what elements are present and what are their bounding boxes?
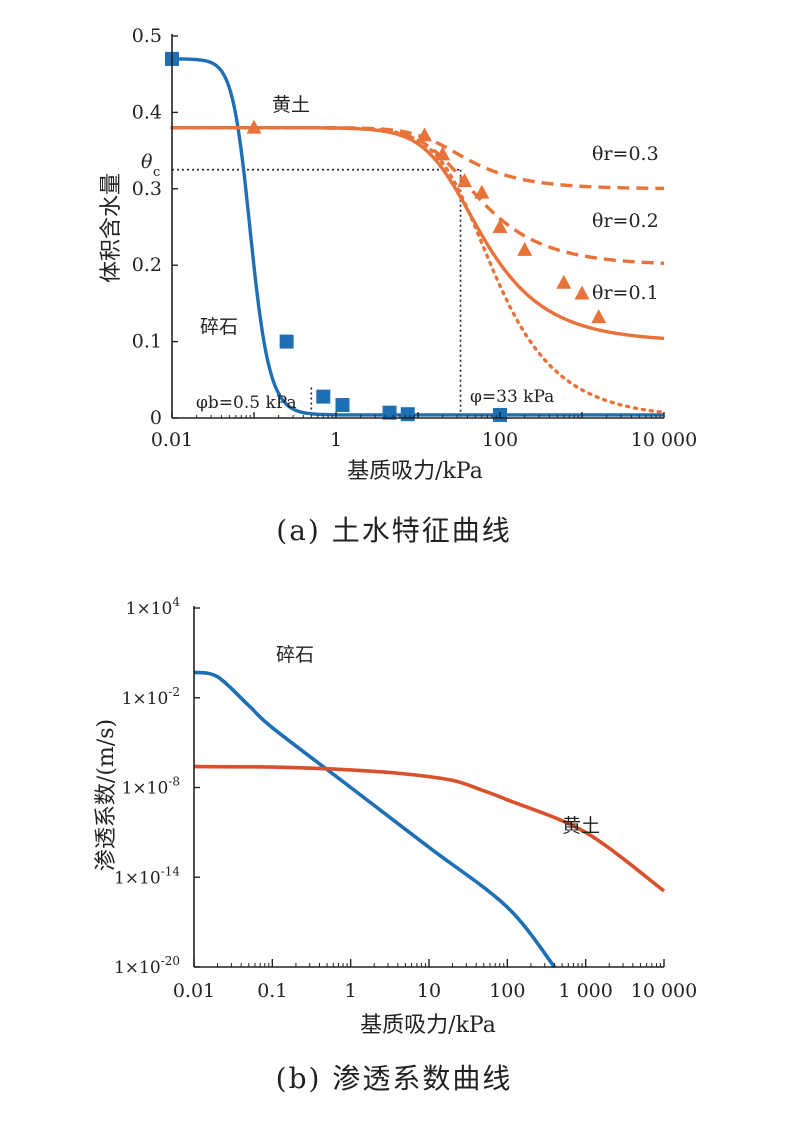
chart-a-gravel-point xyxy=(400,407,415,422)
chart-a-loess-point xyxy=(246,119,262,134)
chart-a-y-tick-label: 0.3 xyxy=(132,178,162,200)
chart-a-y-tick-label: 0.1 xyxy=(132,331,162,353)
chart-a-label-theta-r-02: θr=0.2 xyxy=(592,210,659,232)
chart-a-series-line xyxy=(172,57,664,417)
chart-a-loess-point xyxy=(492,219,508,233)
chart-a-loess-point xyxy=(591,309,607,324)
chart-a-loess-point xyxy=(474,184,490,199)
chart-b-y-tick-label: 1×10-8 xyxy=(122,775,180,799)
svg-text:c: c xyxy=(153,165,160,180)
chart-a-x-tick-label: 100 xyxy=(482,429,518,451)
chart-b: 1×104 1×10-2 1×10-8 1×10-14 1×10-200.01 0.1 1 1… xyxy=(94,595,697,1095)
chart-a-loess-point xyxy=(416,127,432,142)
chart-b-y-tick-label: 1×104 xyxy=(126,595,181,619)
chart-a-axes: 0 0.1 0.2 0.3 0.4 0.5 0.01 1 100 10 000 xyxy=(132,25,697,451)
chart-b-caption: (b) 渗透系数曲线 xyxy=(276,1062,513,1095)
chart-b-y-tick-label: 1×10-2 xyxy=(122,685,180,709)
chart-b-x-tick-label: 10 000 xyxy=(631,980,697,1002)
chart-a-y-tick-label: 0.2 xyxy=(132,254,162,276)
chart-b-axes: 1×104 1×10-2 1×10-8 1×10-14 1×10-200.01 0.1 1 1… xyxy=(114,595,697,1002)
chart-a-xlabel: 基质吸力/kPa xyxy=(347,459,483,484)
chart-a-x-tick-label: 10 000 xyxy=(631,429,697,451)
chart-b-label-loess: 黄土 xyxy=(562,815,600,837)
chart-b-series-line xyxy=(193,670,556,969)
chart-a-loess-point xyxy=(517,241,533,256)
chart-a-x-tick-label: 0.01 xyxy=(151,429,193,451)
chart-b-x-tick-label: 0.01 xyxy=(173,980,215,1002)
chart-a-label-phi-b: φb=0.5 kPa xyxy=(196,393,297,413)
chart-a-label-gravel: 碎石 xyxy=(200,316,238,338)
chart-a-ylabel: 体积含水量 xyxy=(99,173,124,283)
chart-a-loess-point xyxy=(556,274,572,289)
chart-a-series xyxy=(170,57,666,417)
chart-a-gravel-point xyxy=(335,398,350,413)
chart-a-gravel-point xyxy=(316,389,331,404)
chart-b-x-tick-label: 1 xyxy=(345,980,357,1002)
chart-b-label-gravel: 碎石 xyxy=(276,644,314,666)
chart-a-label-theta-r-01: θr=0.1 xyxy=(592,282,659,304)
chart-b-xlabel: 基质吸力/kPa xyxy=(360,1013,496,1038)
chart-a-label-phi: φ=33 kPa xyxy=(470,387,554,407)
chart-b-y-tick-label: 1×10-20 xyxy=(114,954,180,978)
chart-b-x-tick-label: 0.1 xyxy=(257,980,287,1002)
chart-a-points xyxy=(165,51,607,422)
chart-a-x-tick-label: 1 xyxy=(330,429,342,451)
chart-b-y-tick-label: 1×10-14 xyxy=(114,864,180,888)
chart-b-series-line xyxy=(193,764,666,893)
chart-a-y-tick-label: 0.4 xyxy=(132,101,162,123)
chart-a-reference-lines xyxy=(172,168,462,418)
chart-a-loess-point xyxy=(457,173,473,188)
chart-a-label-theta-r-03: θr=0.3 xyxy=(592,143,659,165)
chart-b-x-tick-label: 1 000 xyxy=(558,980,612,1002)
chart-b-x-tick-label: 10 xyxy=(417,980,441,1002)
chart-b-series xyxy=(193,670,666,969)
chart-a-label-theta-c: θ c xyxy=(141,151,160,180)
chart-a-y-tick-label: 0 xyxy=(150,407,162,429)
chart-a-loess-point xyxy=(435,146,451,161)
chart-b-ylabel: 渗透系数/(m/s) xyxy=(94,719,119,871)
svg-text:θ: θ xyxy=(141,151,153,173)
chart-b-x-tick-label: 100 xyxy=(489,980,525,1002)
chart-a: 0 0.1 0.2 0.3 0.4 0.5 0.01 1 100 10 000 体积含水量 基质吸… xyxy=(99,25,697,547)
chart-a-caption: (a) 土水特征曲线 xyxy=(276,514,511,547)
chart-a-series-line xyxy=(172,126,665,341)
chart-a-y-tick-label: 0.5 xyxy=(132,25,162,47)
chart-a-gravel-point xyxy=(279,334,294,349)
chart-a-loess-point xyxy=(574,285,590,300)
chart-a-label-loess: 黄土 xyxy=(272,94,310,116)
